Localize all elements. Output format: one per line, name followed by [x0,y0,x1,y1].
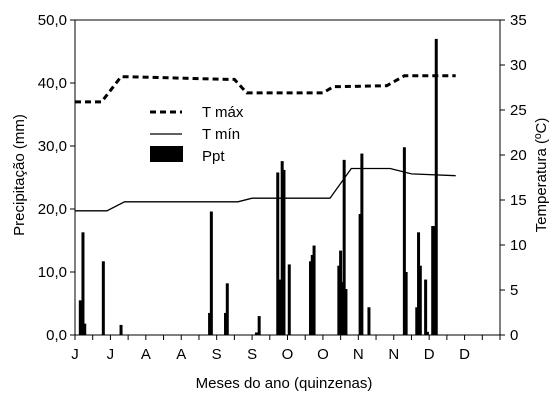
precipitation-bar [418,265,422,335]
precipitation-bar [310,254,314,335]
x-tick-label: S [212,346,222,363]
y-right-tick-label: 15 [510,192,527,209]
precipitation-bar [367,307,371,335]
y-left-tick-label: 30,0 [38,138,67,155]
x-tick-label: D [459,346,470,363]
precipitation-bar [432,226,436,335]
precipitation-bar [282,169,286,335]
precipitation-bar [434,38,438,336]
precipitation-bar [101,261,105,335]
precipitation-bar [280,161,284,335]
precipitation-bar [83,323,87,335]
precipitation-bar [208,312,212,335]
precipitation-bar [224,312,228,335]
precipitation-bar [431,226,435,335]
tmax-line [75,74,456,104]
x-tick-label: A [176,346,186,363]
precipitation-bar [404,272,408,335]
precipitation-bar [340,282,344,335]
x-tick-label: J [107,346,115,363]
x-tick-label: N [388,346,399,363]
x-axis-title: Meses do ano (quinzenas) [196,375,373,392]
tmin-line [75,167,456,212]
precipitation-bar [209,211,213,335]
y-right-tick-label: 10 [510,237,527,254]
precipitation-bar [278,279,282,335]
precipitation-bar [337,265,341,335]
y-left-tick-label: 0,0 [46,327,67,344]
y-right-tick-label: 35 [510,12,527,29]
precipitation-bar [342,159,346,335]
y-left-tick-label: 20,0 [38,201,67,218]
x-tick-label: A [141,346,151,363]
precipitation-bar [309,261,313,335]
precipitation-bar [78,300,82,335]
y-right-tick-label: 30 [510,57,527,74]
precipitation-bar [312,245,316,335]
y-axis-left-title: Precipitação (mm) [11,114,28,236]
y-left-tick-label: 10,0 [38,264,67,281]
legend: T máx T mín Ppt [150,104,244,165]
precipitation-bar [287,264,291,335]
x-tick-label: S [247,346,257,363]
legend-ppt-swatch [150,146,183,162]
precipitation-bar [417,232,421,335]
axes: 0,0 10,0 20,0 30,0 40,0 50,0 0 5 10 15 20 25 30 35 J J A… [38,12,527,363]
legend-tmin-label: T mín [202,126,240,143]
x-tick-label: O [282,346,294,363]
y-left-tick-label: 50,0 [38,12,67,29]
x-tick-label: D [424,346,435,363]
precipitation-bar [119,324,123,335]
x-tick-label: J [71,346,79,363]
precipitation-bar [225,283,229,335]
x-tick-label: O [317,346,329,363]
y-axis-right-title: Temperatura (ºC) [533,118,550,233]
precipitation-bar [425,331,429,335]
series-layer [75,38,456,336]
y-right-tick-label: 25 [510,102,527,119]
legend-tmax-label: T máx [202,104,244,121]
y-right-tick-label: 20 [510,147,527,164]
precipitation-bar [358,214,362,335]
precipitation-bar [344,289,348,335]
y-left-tick-label: 40,0 [38,75,67,92]
precipitation-bar [276,172,280,335]
precipitation-bar [81,232,85,335]
precipitation-bar [339,250,343,335]
y-right-tick-label: 5 [510,282,518,299]
precipitation-bar [257,316,261,335]
x-tick-label: N [353,346,364,363]
precipitation-bar [402,147,406,335]
y-right-tick-label: 0 [510,327,518,344]
precipitation-bar [360,153,364,335]
precipitation-bar [255,332,259,335]
precipitation-bar [415,307,419,335]
legend-ppt-label: Ppt [202,148,225,165]
precipitation-bar [424,279,428,335]
